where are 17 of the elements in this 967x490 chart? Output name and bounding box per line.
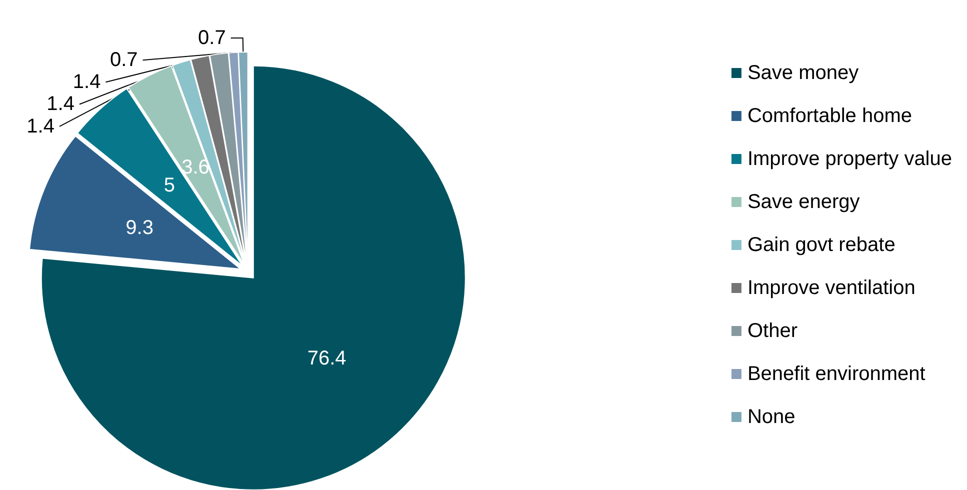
legend-label: None: [747, 406, 796, 428]
legend-label: Improve property value: [747, 148, 952, 170]
data-label: 0.7: [110, 49, 138, 72]
legend-label: Benefit environment: [747, 363, 926, 385]
data-label: 1.4: [46, 93, 74, 116]
legend-label: Save money: [747, 62, 859, 84]
legend-label: Save energy: [747, 191, 860, 213]
data-label: 1.4: [26, 115, 54, 138]
data-label: 9.3: [126, 217, 154, 240]
legend-label: Other: [747, 320, 798, 342]
legend-label: Comfortable home: [747, 105, 912, 127]
data-label: 5: [164, 174, 176, 196]
data-label: 76.4: [307, 347, 346, 370]
legend-label: Gain govt rebate: [747, 234, 896, 256]
data-label: 0.7: [198, 27, 226, 50]
data-label: 1.4: [72, 71, 101, 94]
legend-label: Improve ventilation: [747, 277, 916, 299]
